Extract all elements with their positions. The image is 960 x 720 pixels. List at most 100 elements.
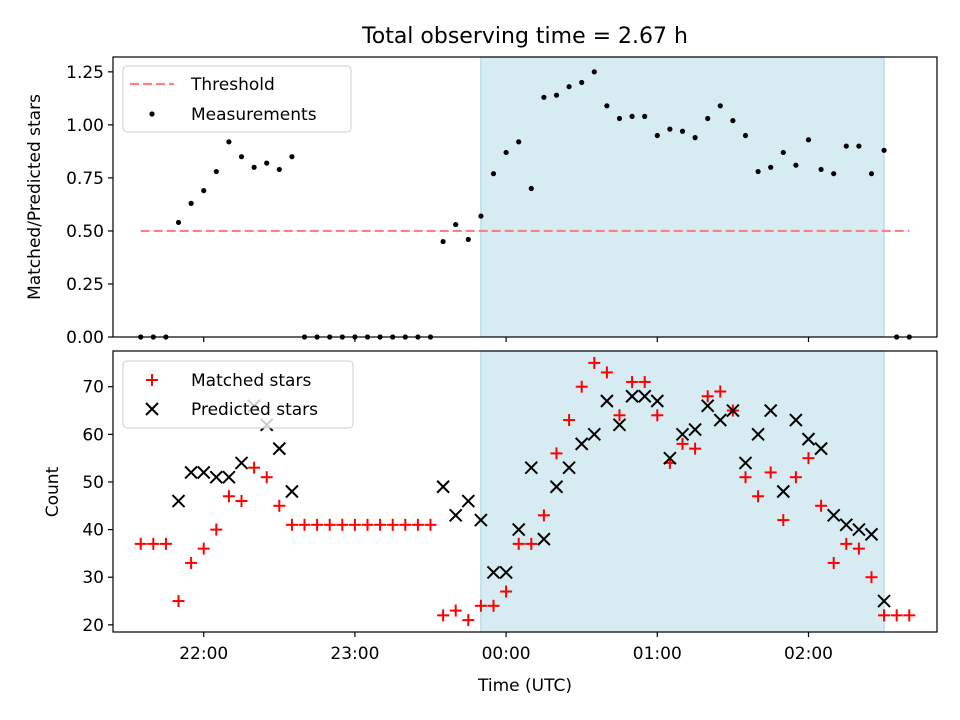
matched-star-marker: [147, 537, 160, 550]
matched-star-marker: [474, 599, 487, 612]
measurement-point: [226, 139, 232, 145]
matched-star-marker: [563, 414, 576, 427]
matched-star-marker: [159, 537, 172, 550]
predicted-star-marker: [839, 518, 853, 532]
predicted-star-marker: [675, 427, 690, 442]
matched-star-marker: [752, 490, 765, 503]
predicted-star-marker: [625, 389, 639, 403]
predicted-star-marker: [826, 508, 841, 523]
top-panel: 0.00 0.25 0.50 0.75 1.00 1.25 Matched/Predict…: [25, 56, 938, 348]
measurement-point: [730, 118, 736, 124]
bottom-y-tick-label: 60: [82, 425, 104, 445]
matched-star-marker: [248, 461, 261, 474]
predicted-star-marker: [524, 460, 539, 475]
measurement-point: [175, 219, 182, 226]
measurement-point: [616, 115, 623, 122]
matched-star-marker: [840, 537, 853, 550]
x-axis-label: Time (UTC): [477, 676, 572, 696]
matched-star-marker: [424, 518, 437, 531]
matched-star-marker: [298, 518, 311, 531]
matched-star-marker: [600, 366, 613, 379]
measurement-point: [579, 79, 585, 86]
predicted-star-marker: [436, 480, 450, 494]
measurement-point: [541, 94, 547, 100]
predicted-star-marker: [852, 522, 866, 537]
bottom-legend: Matched stars Predicted stars: [122, 360, 354, 429]
predicted-star-marker: [600, 394, 614, 408]
top-y-tick-label: 0.00: [66, 328, 104, 348]
matched-star-marker: [222, 490, 235, 503]
predicted-star-marker: [184, 465, 198, 480]
measurement-point: [591, 69, 597, 75]
bottom-y-tick-label: 70: [82, 378, 104, 398]
measurement-point: [768, 164, 774, 170]
legend-matched-label: Matched stars: [191, 371, 311, 391]
predicted-star-marker: [272, 441, 287, 456]
predicted-star-marker: [461, 494, 476, 508]
bottom-y-tick-label: 40: [82, 521, 104, 541]
matched-star-marker: [575, 380, 588, 393]
bottom-y-tick-label: 50: [82, 473, 104, 493]
top-x-ticks: [203, 337, 810, 342]
predicted-star-marker: [499, 565, 513, 580]
measurement-point: [264, 160, 270, 166]
measurement-point: [642, 113, 648, 119]
bottom-legend-box: [122, 360, 354, 429]
bottom-panel: 20 30 40 50 60 70 22:00 23:00 00:00 01:00 02:00 C…: [43, 350, 938, 696]
matched-star-marker: [789, 471, 802, 484]
top-y-axis-label: Matched/Predicted stars: [25, 94, 45, 300]
measurement-point: [868, 171, 875, 177]
matched-star-marker: [235, 495, 248, 508]
matched-star-marker: [525, 537, 538, 550]
matched-star-marker: [197, 542, 210, 555]
measurement-point: [604, 103, 610, 109]
matched-star-marker: [311, 518, 324, 531]
measurement-point: [780, 149, 786, 156]
matched-star-marker: [285, 518, 298, 531]
bottom-shaded-interval: [480, 350, 885, 633]
predicted-star-markers: [171, 389, 891, 608]
legend-threshold-label: Threshold: [190, 75, 275, 95]
matched-star-marker: [588, 356, 601, 369]
bottom-x-axis: 22:00 23:00 00:00 01:00 02:00: [179, 632, 833, 664]
measurement-point: [440, 238, 446, 245]
matched-star-marker: [374, 518, 387, 531]
chart-title: Total observing time = 2.67 h: [361, 24, 688, 49]
measurement-point: [654, 132, 660, 139]
matched-star-marker: [777, 514, 790, 527]
matched-star-marker: [449, 604, 462, 617]
matched-star-marker: [689, 442, 702, 455]
measurement-point: [213, 168, 219, 175]
measurement-point: [793, 162, 799, 168]
predicted-star-marker: [688, 422, 702, 437]
matched-star-marker: [134, 537, 147, 550]
legend-matched-swatch: [146, 374, 158, 386]
predicted-star-marker: [234, 456, 249, 470]
predicted-star-marker: [751, 427, 765, 442]
matched-star-marker: [739, 471, 752, 484]
matched-star-marker: [626, 375, 639, 388]
measurement-point: [742, 132, 749, 139]
top-y-tick-label: 1.25: [66, 63, 104, 83]
matched-star-marker: [638, 375, 651, 388]
matched-star-marker: [500, 585, 513, 598]
measurement-point: [251, 164, 257, 170]
measurement-points: [138, 69, 912, 340]
measurement-point: [490, 171, 497, 177]
predicted-star-marker: [574, 437, 589, 451]
matched-star-marker: [260, 471, 273, 484]
matched-star-marker: [185, 556, 198, 569]
measurement-point: [667, 126, 673, 132]
measurement-point: [805, 137, 812, 143]
bottom-plot-frame: [112, 350, 938, 633]
predicted-star-marker: [209, 470, 224, 484]
matched-star-marker: [437, 609, 450, 622]
predicted-star-marker: [587, 427, 602, 442]
x-tick-label: 01:00: [633, 644, 682, 664]
top-y-tick-label: 0.75: [66, 169, 104, 189]
measurement-point: [843, 143, 849, 149]
bottom-y-tick-label: 20: [82, 616, 104, 636]
measurement-point: [717, 103, 723, 109]
matched-star-marker: [399, 518, 412, 531]
measurement-point: [566, 84, 572, 90]
